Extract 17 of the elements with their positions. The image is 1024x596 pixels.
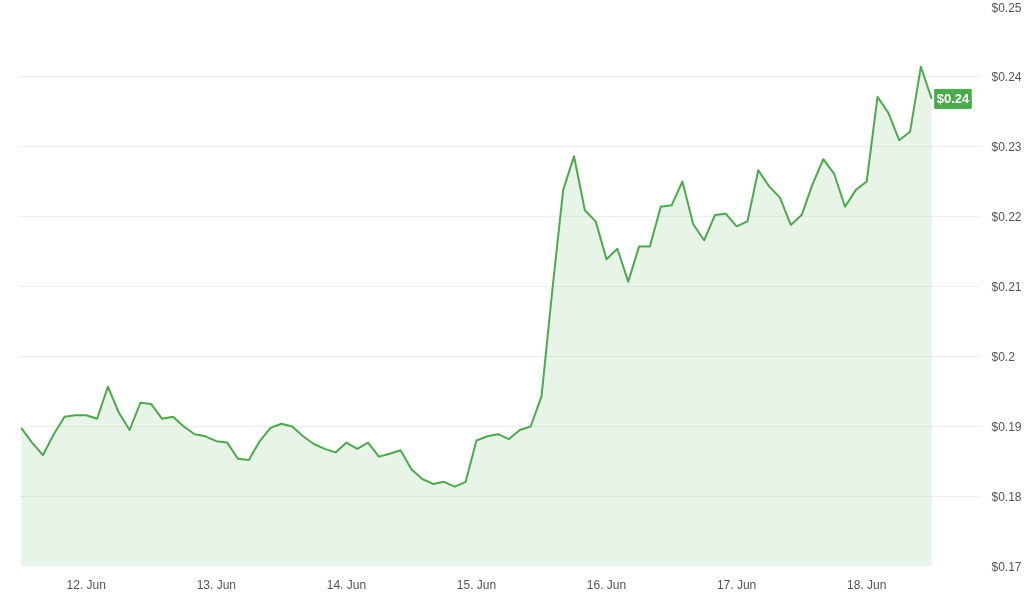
x-tick-label: 16. Jun xyxy=(586,577,627,592)
x-tick-label: 12. Jun xyxy=(66,577,106,592)
y-tick-label: $0.18 xyxy=(991,489,1022,504)
y-tick-label: $0.25 xyxy=(991,0,1022,15)
y-tick-label: $0.19 xyxy=(991,419,1022,434)
y-tick-label: $0.24 xyxy=(991,69,1022,84)
x-tick-label: 14. Jun xyxy=(326,577,367,592)
x-tick-label: 15. Jun xyxy=(456,577,497,592)
y-tick-label: $0.2 xyxy=(991,349,1016,364)
x-tick-label: 13. Jun xyxy=(196,577,237,592)
x-tick-label: 18. Jun xyxy=(847,577,887,592)
y-tick-label: $0.22 xyxy=(991,209,1022,224)
y-tick-label: $0.23 xyxy=(991,139,1022,154)
y-tick-label: $0.21 xyxy=(991,279,1022,294)
y-tick-label: $0.17 xyxy=(991,559,1022,574)
annotation: $0.24 xyxy=(936,91,971,107)
x-tick-label: 17. Jun xyxy=(716,577,757,592)
